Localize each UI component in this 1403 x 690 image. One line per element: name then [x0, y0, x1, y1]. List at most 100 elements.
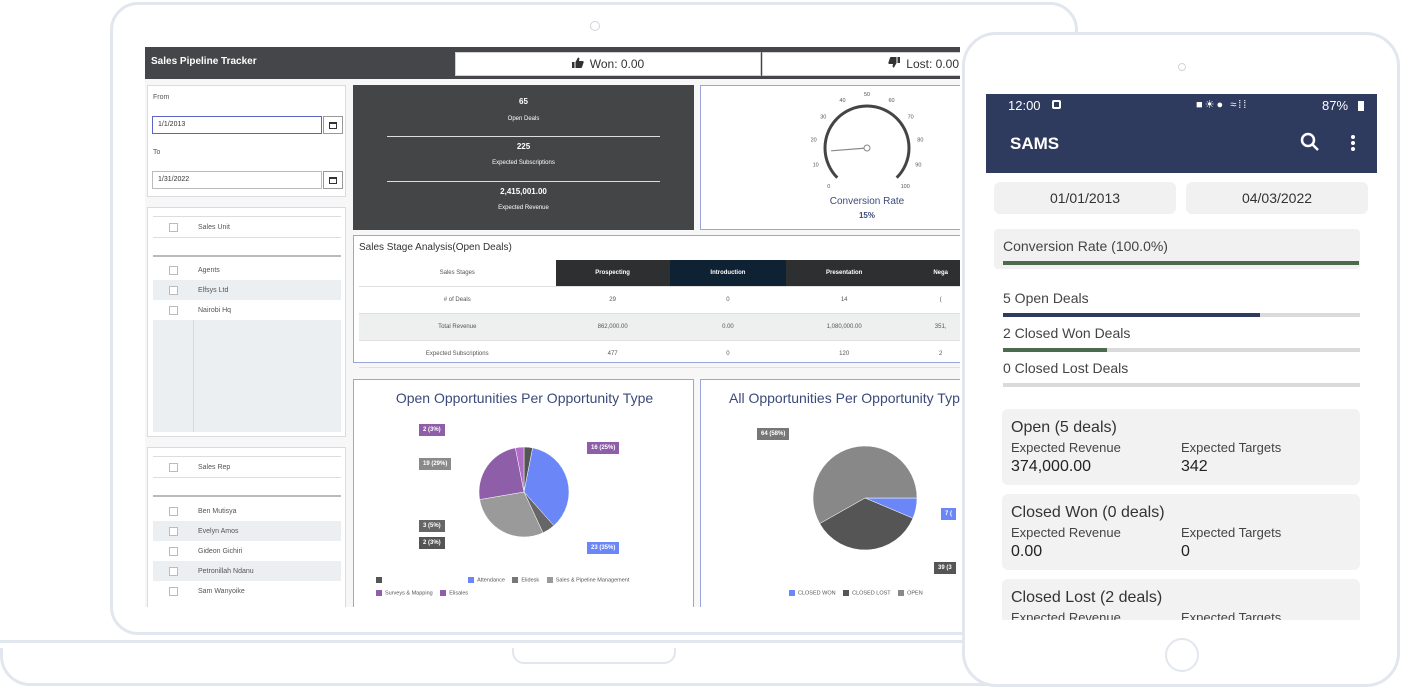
revenue-value: 0.00: [1011, 543, 1043, 560]
calendar-icon[interactable]: [323, 171, 343, 189]
card-title: Closed Won (0 deals): [1011, 504, 1165, 521]
table-row: Total Revenue 862,000.00 0.00 1,080,000.…: [359, 313, 960, 341]
status-icons: ■☀● ≈⁞⁞: [1196, 99, 1249, 111]
open-deals-value: 65: [519, 97, 528, 106]
legend-label: CLOSED LOST: [852, 590, 891, 597]
pie-slice[interactable]: [819, 497, 914, 551]
home-button[interactable]: [1165, 638, 1199, 672]
open-deals-label: 5 Open Deals: [1003, 290, 1089, 306]
checkbox[interactable]: [169, 506, 178, 516]
app-title: Sales Pipeline Tracker: [151, 56, 257, 67]
checkbox[interactable]: [169, 546, 178, 556]
table-cell: 0.00: [669, 313, 787, 341]
list-item[interactable]: Elfsys Ltd: [153, 280, 341, 300]
row-label: Total Revenue: [359, 313, 556, 341]
table-cell: 29: [555, 286, 670, 314]
list-empty-area: [153, 320, 341, 432]
conversion-gauge: 0 10 20 30 40 50 60 70 80 90 100: [811, 92, 924, 190]
all-opportunities-chart-panel: All Opportunities Per Opportunity Type 6…: [700, 379, 960, 607]
chart-legend: CLOSED WON CLOSED LOST OPEN: [783, 590, 923, 596]
to-date-input[interactable]: 1/31/2022: [152, 171, 322, 189]
open-deals-track: [1003, 313, 1360, 317]
app-bar: SAMS: [986, 118, 1377, 173]
table-cell: 477: [555, 340, 670, 368]
from-date-input[interactable]: 1/1/2013: [152, 116, 322, 134]
pie-slice[interactable]: [478, 447, 525, 500]
stage-header[interactable]: Nega: [902, 260, 960, 287]
list-item[interactable]: Petronillah Ndanu: [153, 561, 341, 581]
chart-legend: Attendance Elidesk Sales & Pipeline Mana…: [370, 577, 629, 583]
pie-slice[interactable]: [479, 491, 544, 538]
checkbox[interactable]: [169, 265, 178, 275]
list-item[interactable]: Sam Wanyoike: [153, 581, 341, 601]
deal-summary-card[interactable]: Open (5 deals) Expected Revenue 374,000.…: [1002, 409, 1360, 485]
search-icon[interactable]: [1300, 132, 1320, 157]
gauge-tick-label: 90: [915, 163, 921, 169]
list-item[interactable]: Evelyn Amos: [153, 521, 341, 541]
revenue-label: Expected Revenue: [1011, 610, 1121, 620]
open-deals-fill: [1003, 313, 1261, 317]
data-label: 39 (3: [934, 562, 956, 574]
card-title: Open (5 deals): [1011, 419, 1117, 436]
summary-panel: 65 Open Deals 225 Expected Subscriptions…: [353, 85, 694, 230]
deal-summary-card[interactable]: Closed Lost (2 deals) Expected Revenue E…: [1002, 579, 1360, 620]
laptop-notch: [512, 648, 676, 664]
gauge-needle: [831, 147, 868, 152]
revenue-value: 374,000.00: [1011, 458, 1092, 475]
deal-summary-card[interactable]: Closed Won (0 deals) Expected Revenue 0.…: [1002, 494, 1360, 570]
pie-slice[interactable]: [812, 445, 918, 524]
targets-label: Expected Targets: [1181, 440, 1282, 455]
stage-header[interactable]: Introduction: [669, 260, 787, 287]
more-options-icon[interactable]: [1350, 134, 1356, 157]
legend-label: Attendance: [477, 577, 505, 584]
card-title: Closed Lost (2 deals): [1011, 589, 1163, 606]
list-item-label: Agents: [198, 266, 220, 274]
closed-won-fill: [1003, 348, 1107, 352]
pie-slice[interactable]: [515, 446, 525, 493]
stage-header[interactable]: Presentation: [786, 260, 903, 287]
stage-header[interactable]: Prospecting: [555, 260, 670, 287]
pie-slice[interactable]: [523, 447, 570, 527]
date-filter-panel: From 1/1/2013 To 1/31/2022: [147, 85, 346, 197]
list-item[interactable]: Nairobi Hq: [153, 300, 341, 320]
checkbox[interactable]: [169, 285, 178, 295]
legend-swatch: [468, 577, 475, 583]
table-cell: 0: [669, 286, 787, 314]
table-cell: 862,000.00: [555, 313, 670, 341]
revenue-label: Expected Revenue: [1011, 440, 1121, 455]
checkbox[interactable]: [169, 526, 178, 536]
data-label: 3 (5%): [419, 520, 445, 532]
data-label: 16 (25%): [587, 442, 620, 454]
open-deals-label: Open Deals: [507, 116, 540, 122]
gauge-tick-label: 60: [888, 98, 894, 104]
date-to-field[interactable]: 04/03/2022: [1186, 182, 1368, 214]
date-from-field[interactable]: 01/01/2013: [994, 182, 1176, 214]
checkbox[interactable]: [169, 305, 178, 315]
list-item[interactable]: Agents: [153, 260, 341, 280]
list-item[interactable]: Ben Mutisya: [153, 501, 341, 521]
table-cell: 1,080,000.00: [786, 313, 903, 341]
legend-swatch: [843, 590, 850, 596]
list-item-label: Sam Wanyoike: [198, 587, 245, 595]
open-opportunities-chart-panel: Open Opportunities Per Opportunity Type …: [353, 379, 694, 607]
calendar-icon[interactable]: [323, 116, 343, 134]
gauge-hub: [863, 144, 871, 152]
checkbox[interactable]: [169, 566, 178, 576]
divider: [387, 136, 660, 137]
select-all-checkbox[interactable]: [169, 222, 178, 232]
title-bar: Sales Pipeline Tracker Won: 0.00 Lost: 0…: [145, 47, 960, 79]
sales-rep-panel: Sales Rep Ben Mutisya Evelyn Amos Gideon…: [147, 447, 346, 607]
select-all-checkbox[interactable]: [169, 462, 178, 472]
chart-title: Open Opportunities Per Opportunity Type: [395, 390, 654, 406]
checkbox[interactable]: [169, 586, 178, 596]
row-label: Expected Subscriptions: [359, 340, 556, 368]
conversion-rate-fill: [1003, 261, 1359, 265]
legend-label: OPEN: [907, 590, 923, 597]
divider: [153, 495, 341, 497]
from-label: From: [153, 94, 170, 101]
list-item[interactable]: Gideon Gichiri: [153, 541, 341, 561]
table-cell: (: [902, 286, 960, 314]
lost-label: Lost: 0.00: [906, 57, 959, 71]
gauge-tick-label: 100: [901, 184, 910, 190]
gauge-tick-label: 0: [827, 184, 830, 190]
